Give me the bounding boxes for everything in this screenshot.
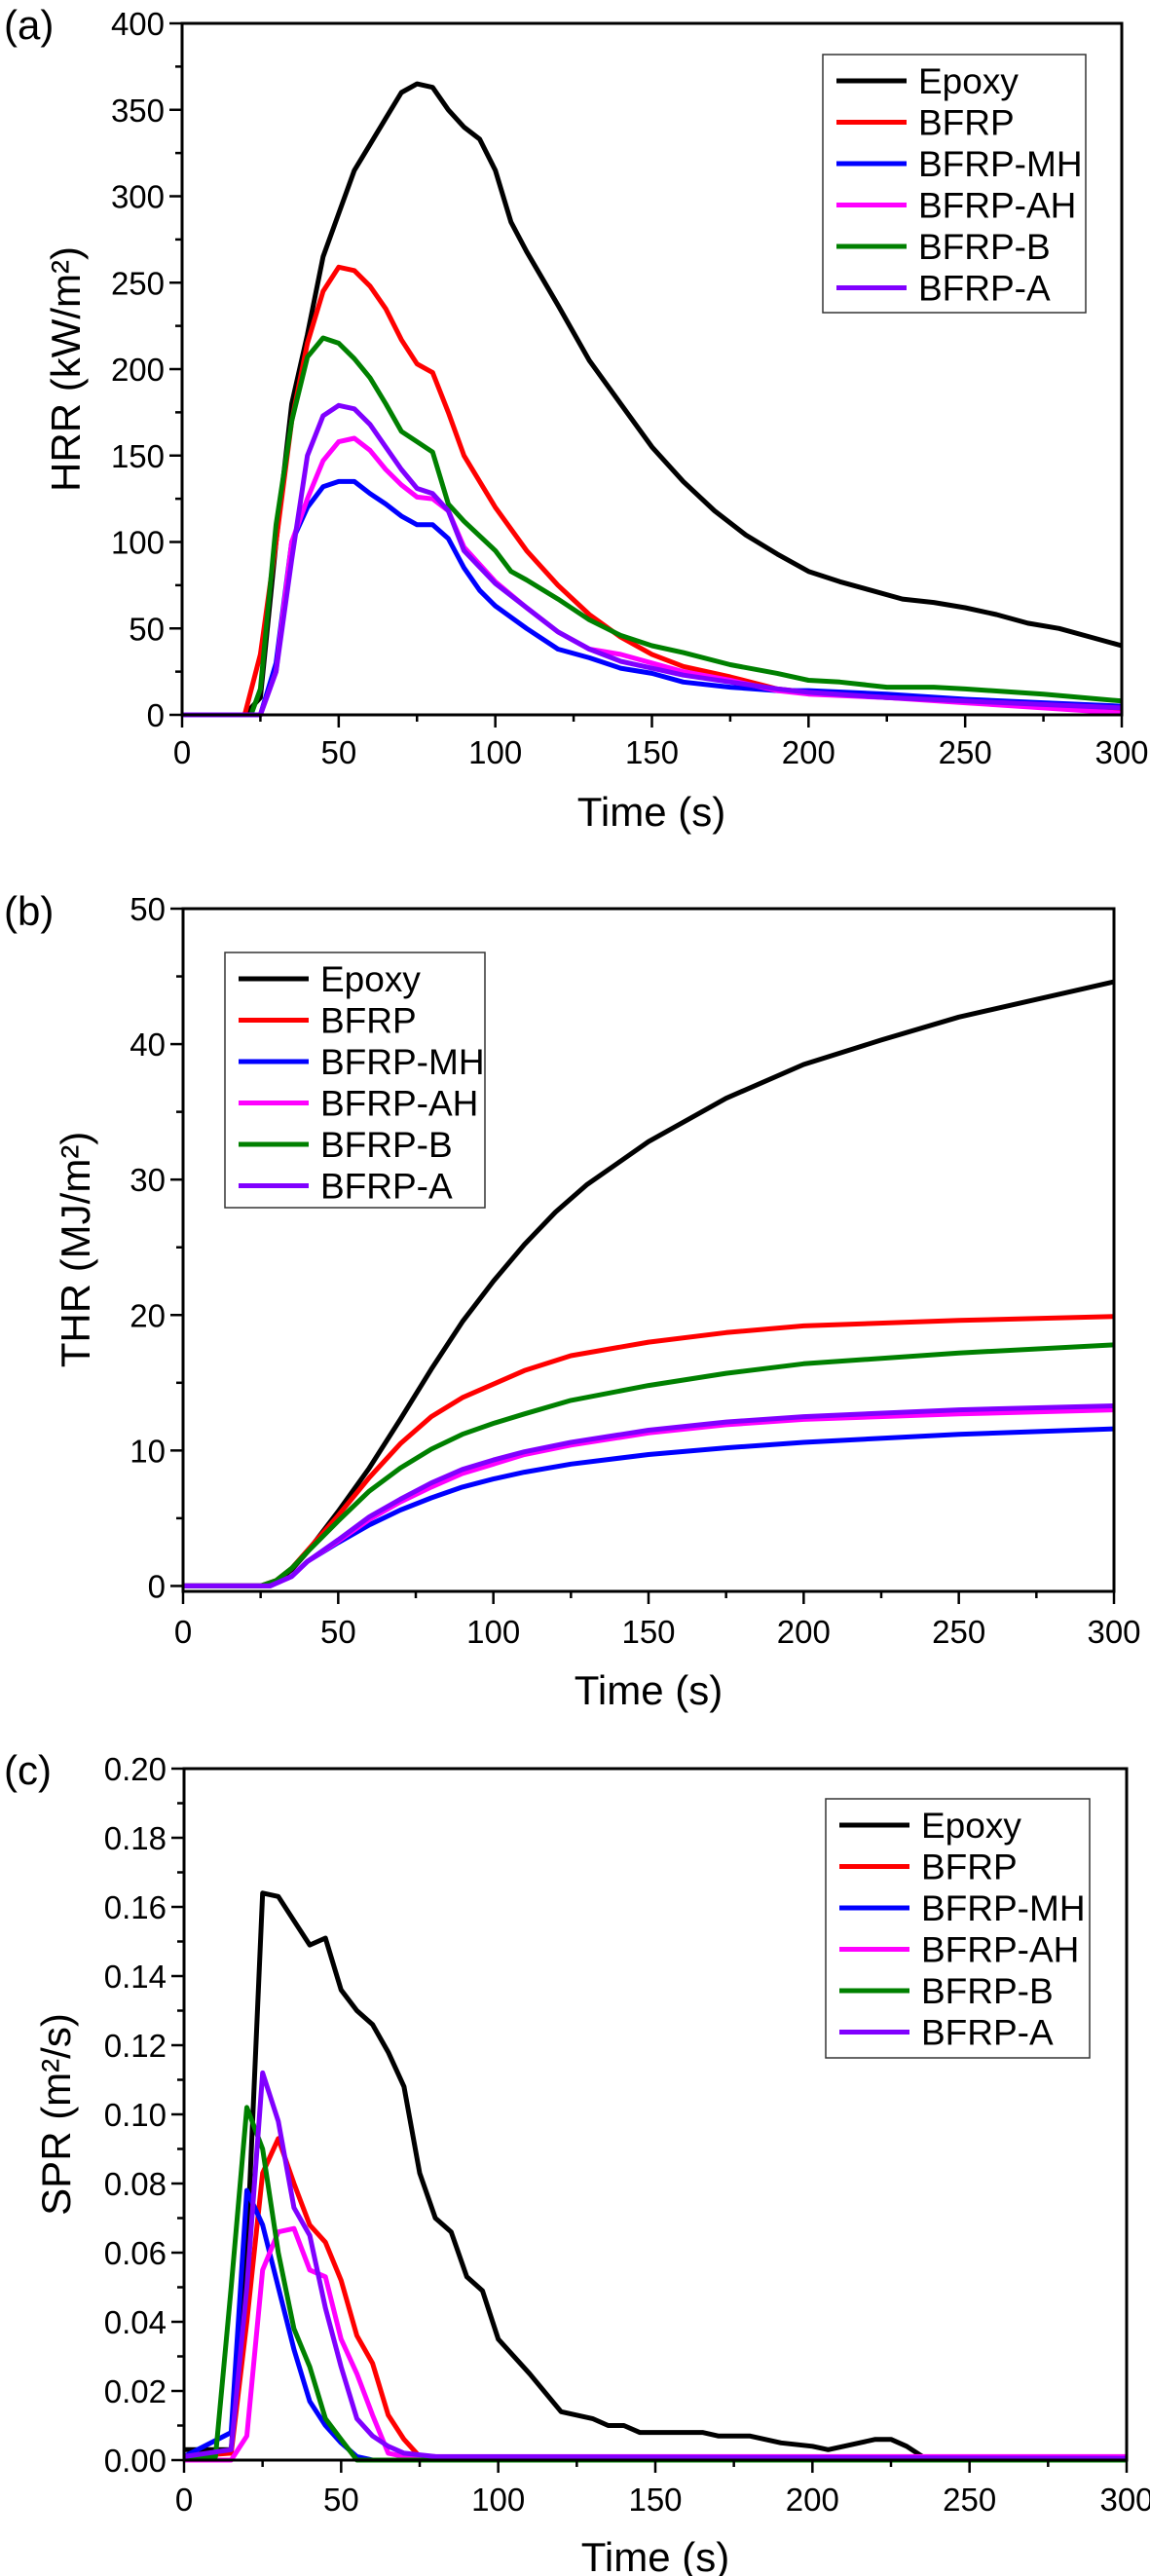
x-tick-label: 300: [1087, 1614, 1140, 1650]
y-tick-label: 0: [147, 697, 165, 733]
legend-label-bfrp-ah: BFRP-AH: [320, 1084, 478, 1124]
x-tick-label: 250: [939, 734, 992, 770]
x-tick-label: 100: [466, 1614, 520, 1650]
legend-box: [825, 1798, 1091, 2059]
series-line-bfrp-a: [183, 1403, 1115, 1588]
y-axis-title-a: HRR (kW/m²): [43, 246, 89, 492]
y-tick-label: 0.04: [104, 2304, 167, 2340]
panel-a: (a) Time (s) HRR (kW/m²) 0 50 100 150 200 250…: [4, 2, 1149, 835]
x-tick-label: 200: [786, 2482, 839, 2518]
y-tick-label: 0.14: [104, 1959, 167, 1995]
x-tick-label: 0: [175, 2482, 193, 2518]
y-tick-label: 0: [148, 1568, 166, 1604]
series-line-bfrp-mh: [183, 1426, 1115, 1588]
x-tick-label: 200: [782, 734, 835, 770]
panel-label-a: (a): [4, 2, 54, 48]
y-tick-label: 250: [111, 265, 165, 301]
y-tick-label: 50: [129, 611, 165, 647]
legend-label-bfrp: BFRP: [918, 103, 1015, 143]
legend-label-bfrp-mh: BFRP-MH: [921, 1888, 1086, 1928]
series-line-bfrp-a: [183, 2070, 1128, 2461]
x-tick-label: 250: [943, 2482, 996, 2518]
x-axis-title-c: Time (s): [581, 2534, 729, 2576]
legend-label-bfrp-a: BFRP-A: [918, 269, 1051, 309]
x-tick-label: 150: [628, 2482, 682, 2518]
legend-label-bfrp-a: BFRP-A: [921, 2013, 1054, 2053]
x-tick-label: 50: [323, 2482, 359, 2518]
x-tick-label: 100: [468, 734, 522, 770]
x-tick-label: 300: [1094, 734, 1148, 770]
y-tick-label: 0.06: [104, 2235, 167, 2271]
legend-label-bfrp-a: BFRP-A: [320, 1167, 453, 1207]
y-tick-label: 350: [111, 93, 165, 129]
x-tick-label: 0: [173, 734, 191, 770]
legend-box: [224, 952, 486, 1209]
panel-label-c: (c): [4, 1747, 52, 1793]
series-line-bfrp-b: [182, 335, 1123, 718]
panel-c: (c) Time (s) SPR (m²/s) 0 50 100 150 200 250 3…: [4, 1747, 1150, 2576]
y-axis-title-b: THR (MJ/m²): [53, 1132, 98, 1368]
y-tick-label: 0.18: [104, 1820, 167, 1856]
series-line-bfrp-b: [183, 1342, 1115, 1588]
panel-b: (b) Time (s) THR (MJ/m²) 0 50 100 150 200 250…: [4, 888, 1141, 1713]
legend-label-bfrp: BFRP: [921, 1848, 1018, 1887]
x-tick-label: 200: [777, 1614, 831, 1650]
y-tick-label: 50: [130, 891, 166, 927]
x-tick-label: 250: [932, 1614, 985, 1650]
series-line-bfrp-mh: [182, 2187, 1127, 2463]
x-tick-label: 50: [320, 734, 356, 770]
y-tick-label: 0.10: [104, 2097, 167, 2133]
y-tick-label: 200: [111, 352, 165, 388]
y-tick-label: 0.08: [104, 2166, 167, 2202]
y-tick-label: 0.20: [104, 1751, 167, 1787]
legend-box: [822, 54, 1087, 314]
series-line-bfrp: [183, 2136, 1128, 2463]
x-tick-label: 0: [174, 1614, 192, 1650]
y-axis-title-c: SPR (m²/s): [33, 2013, 79, 2216]
y-tick-label: 0.12: [104, 2028, 167, 2064]
x-tick-label: 100: [471, 2482, 525, 2518]
legend-label-epoxy: Epoxy: [320, 959, 421, 999]
series-line-bfrp-mh: [182, 478, 1123, 718]
x-tick-label: 150: [625, 734, 679, 770]
legend-label-bfrp-mh: BFRP-MH: [918, 144, 1083, 184]
y-tick-label: 30: [130, 1162, 166, 1198]
y-tick-label: 300: [111, 179, 165, 215]
series-line-epoxy: [182, 81, 1123, 718]
panel-label-b: (b): [4, 888, 54, 934]
y-tick-label: 400: [111, 6, 165, 42]
x-tick-label: 50: [320, 1614, 356, 1650]
y-tick-label: 0.16: [104, 1889, 167, 1925]
series-line-bfrp-b: [184, 2105, 1127, 2463]
y-tick-label: 0.02: [104, 2373, 167, 2409]
legend-label-bfrp-b: BFRP-B: [918, 227, 1051, 267]
x-axis-title-b: Time (s): [575, 1667, 723, 1713]
y-tick-label: 10: [130, 1433, 166, 1469]
series-line-bfrp: [183, 1314, 1115, 1588]
legend-label-bfrp: BFRP: [320, 1001, 417, 1041]
legend-label-epoxy: Epoxy: [921, 1806, 1021, 1846]
x-axis-title-a: Time (s): [577, 789, 725, 835]
series-line-bfrp-ah: [183, 1407, 1115, 1588]
legend-label-epoxy: Epoxy: [918, 61, 1019, 101]
legend-label-bfrp-b: BFRP-B: [921, 1971, 1054, 2011]
legend-label-bfrp-ah: BFRP-AH: [921, 1930, 1079, 1970]
legend-label-bfrp-ah: BFRP-AH: [918, 186, 1076, 226]
y-tick-label: 100: [111, 525, 165, 561]
x-tick-label: 300: [1099, 2482, 1150, 2518]
series-line-epoxy: [184, 1890, 1127, 2463]
legend-label-bfrp-b: BFRP-B: [320, 1125, 453, 1165]
y-tick-label: 150: [111, 438, 165, 474]
legend-label-bfrp-mh: BFRP-MH: [320, 1042, 485, 1082]
series-line-bfrp-a: [182, 402, 1123, 718]
x-tick-label: 150: [621, 1614, 675, 1650]
y-tick-label: 40: [130, 1027, 166, 1063]
y-tick-label: 0.00: [104, 2443, 167, 2479]
y-tick-label: 20: [130, 1297, 166, 1333]
